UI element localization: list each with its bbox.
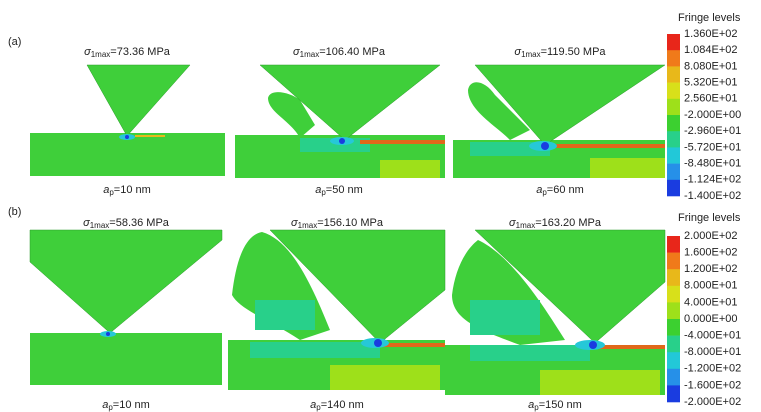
colorbar-level: 1.360E+02 [684, 28, 738, 40]
label-text: =140 nm [321, 399, 364, 411]
depth-label: ap=50 nm [315, 184, 363, 197]
colorbar-swatch [667, 147, 680, 164]
colorbar-swatch [667, 115, 680, 132]
colorbar-level: 2.560E+01 [684, 93, 738, 105]
label-text: =60 nm [547, 184, 584, 196]
colorbar-swatch [667, 336, 680, 353]
colorbar-swatch [667, 236, 680, 253]
colorbar-swatch [667, 385, 680, 402]
colorbar-swatch [667, 369, 680, 386]
colorbar-level: -2.000E+00 [684, 109, 741, 121]
colorbar-swatch [667, 180, 680, 197]
figure: (a) (b) σ1max=73.36 MPaap=10 nmσ1 [0, 0, 761, 412]
stress-label: σ1max=119.50 MPa [514, 46, 606, 59]
simulation-image [30, 230, 222, 385]
colorbar-level: 8.080E+01 [684, 60, 738, 72]
label-text: =50 nm [326, 184, 363, 196]
colorbar-swatch [667, 253, 680, 270]
colorbar-level: -8.480E+01 [684, 158, 741, 170]
colorbar-level: 1.200E+02 [684, 263, 738, 275]
colorbar-swatch [667, 319, 680, 336]
colorbar-level: 1.084E+02 [684, 44, 738, 56]
simulation-image [453, 65, 665, 178]
depth-label: ap=60 nm [536, 184, 584, 197]
label-text: =73.36 MPa [110, 46, 171, 58]
subscript: 1max [298, 221, 318, 230]
depth-label: ap=140 nm [310, 399, 364, 412]
colorbar-swatch [667, 50, 680, 66]
colorbar-level: 5.320E+01 [684, 77, 738, 89]
simulation-image [235, 65, 445, 178]
colorbar-level: 1.600E+02 [684, 247, 738, 259]
colorbar-swatch [667, 302, 680, 319]
stress-label: σ1max=156.10 MPa [291, 217, 384, 230]
colorbar-swatch [667, 34, 680, 51]
depth-label: ap=10 nm [103, 184, 151, 197]
simulation-image [228, 230, 445, 390]
colorbar-level: 2.000E+02 [684, 230, 738, 242]
subscript: 1max [90, 221, 110, 230]
colorbar-level: -1.400E+02 [684, 190, 741, 202]
colorbar-level: 0.000E+00 [684, 313, 738, 325]
stress-label: σ1max=106.40 MPa [293, 46, 386, 59]
stress-label: σ1max=73.36 MPa [84, 46, 171, 59]
panel-label: (b) [8, 206, 21, 218]
colorbar-swatch [667, 99, 680, 116]
simulation-image [445, 230, 665, 395]
colorbar-swatch [667, 286, 680, 303]
colorbar-swatch [667, 131, 680, 148]
label-text: =150 nm [539, 399, 582, 411]
colorbar-level: 4.000E+01 [684, 296, 738, 308]
stress-label: σ1max=58.36 MPa [83, 217, 170, 230]
label-text: =58.36 MPa [109, 217, 170, 229]
colorbar-level: -4.000E+01 [684, 330, 741, 342]
subscript: 1max [521, 50, 541, 59]
colorbar-level: -2.000E+02 [684, 396, 741, 408]
colorbar-level: -2.960E+01 [684, 125, 741, 137]
colorbar-swatch [667, 66, 680, 83]
colorbar-level: -8.000E+01 [684, 346, 741, 358]
simulation-image [30, 65, 225, 176]
colorbar-title: Fringe levels [678, 12, 741, 24]
label-text: =156.10 MPa [317, 217, 384, 229]
depth-label: ap=10 nm [102, 399, 150, 412]
label-text: =10 nm [113, 399, 150, 411]
colorbar-swatch [667, 352, 680, 369]
label-text: =10 nm [114, 184, 151, 196]
panel-label: (a) [8, 36, 21, 48]
label-text: =106.40 MPa [319, 46, 386, 58]
colorbar-level: -1.200E+02 [684, 363, 741, 375]
colorbar-level: -5.720E+01 [684, 141, 741, 153]
colorbar-swatch [667, 83, 680, 100]
label-text: =119.50 MPa [541, 46, 607, 58]
label-text: =163.20 MPa [535, 217, 602, 229]
colorbar-level: -1.124E+02 [684, 174, 741, 186]
subscript: 1max [300, 50, 320, 59]
subscript: 1max [91, 50, 111, 59]
colorbar-level: 8.000E+01 [684, 280, 738, 292]
colorbar-swatch [667, 164, 680, 181]
colorbar-swatch [667, 269, 680, 286]
colorbar-title: Fringe levels [678, 212, 741, 224]
subscript: 1max [516, 221, 536, 230]
stress-label: σ1max=163.20 MPa [509, 217, 602, 230]
depth-label: ap=150 nm [528, 399, 582, 412]
colorbar-level: -1.600E+02 [684, 379, 741, 391]
